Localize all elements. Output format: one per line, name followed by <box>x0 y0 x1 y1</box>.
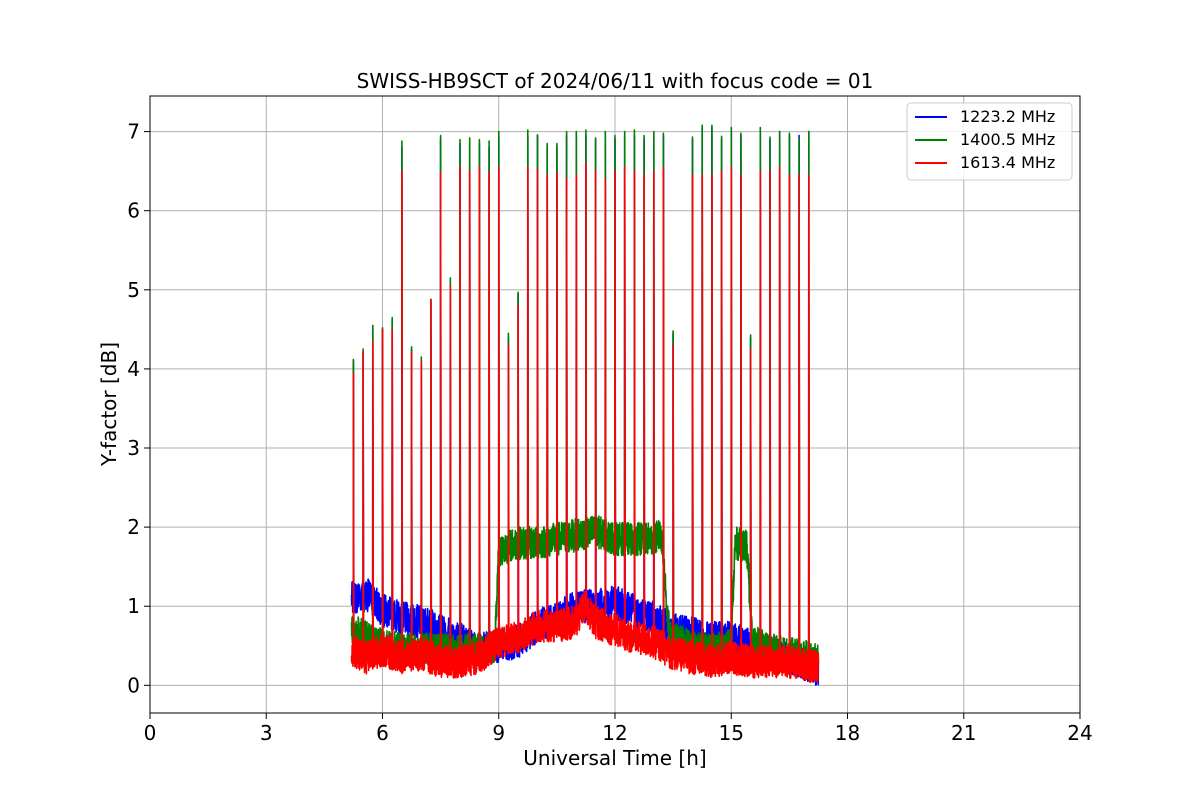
legend: 1223.2 MHz 1400.5 MHz 1613.4 MHz <box>906 102 1073 181</box>
chart-title: SWISS-HB9SCT of 2024/06/11 with focus co… <box>357 69 874 93</box>
x-tick-label: 15 <box>719 721 744 745</box>
x-tick-label: 21 <box>951 721 976 745</box>
series-line-1613.4 <box>350 162 820 683</box>
x-tick-label: 6 <box>376 721 389 745</box>
y-tick-label: 2 <box>127 515 140 539</box>
y-tick-label: 6 <box>127 199 140 223</box>
x-tick-label: 0 <box>144 721 157 745</box>
y-tick-label: 3 <box>127 436 140 460</box>
legend-box <box>906 102 1073 181</box>
y-axis-label: Y-factor [dB] <box>97 342 121 467</box>
y-tick-label: 5 <box>127 278 140 302</box>
y-tick-label: 4 <box>127 357 140 381</box>
y-tick-label: 0 <box>127 673 140 697</box>
x-tick-label: 24 <box>1067 721 1092 745</box>
legend-label-1400: 1400.5 MHz <box>960 130 1055 149</box>
legend-label-1223: 1223.2 MHz <box>960 107 1055 126</box>
y-tick-label: 1 <box>127 594 140 618</box>
x-tick-label: 9 <box>492 721 505 745</box>
series-layer <box>350 124 820 686</box>
y-tick-label: 7 <box>127 120 140 144</box>
x-tick-label: 18 <box>835 721 860 745</box>
legend-label-1613: 1613.4 MHz <box>960 153 1055 172</box>
x-tick-label: 12 <box>602 721 627 745</box>
x-axis-label: Universal Time [h] <box>523 746 706 770</box>
x-tick-label: 3 <box>260 721 273 745</box>
